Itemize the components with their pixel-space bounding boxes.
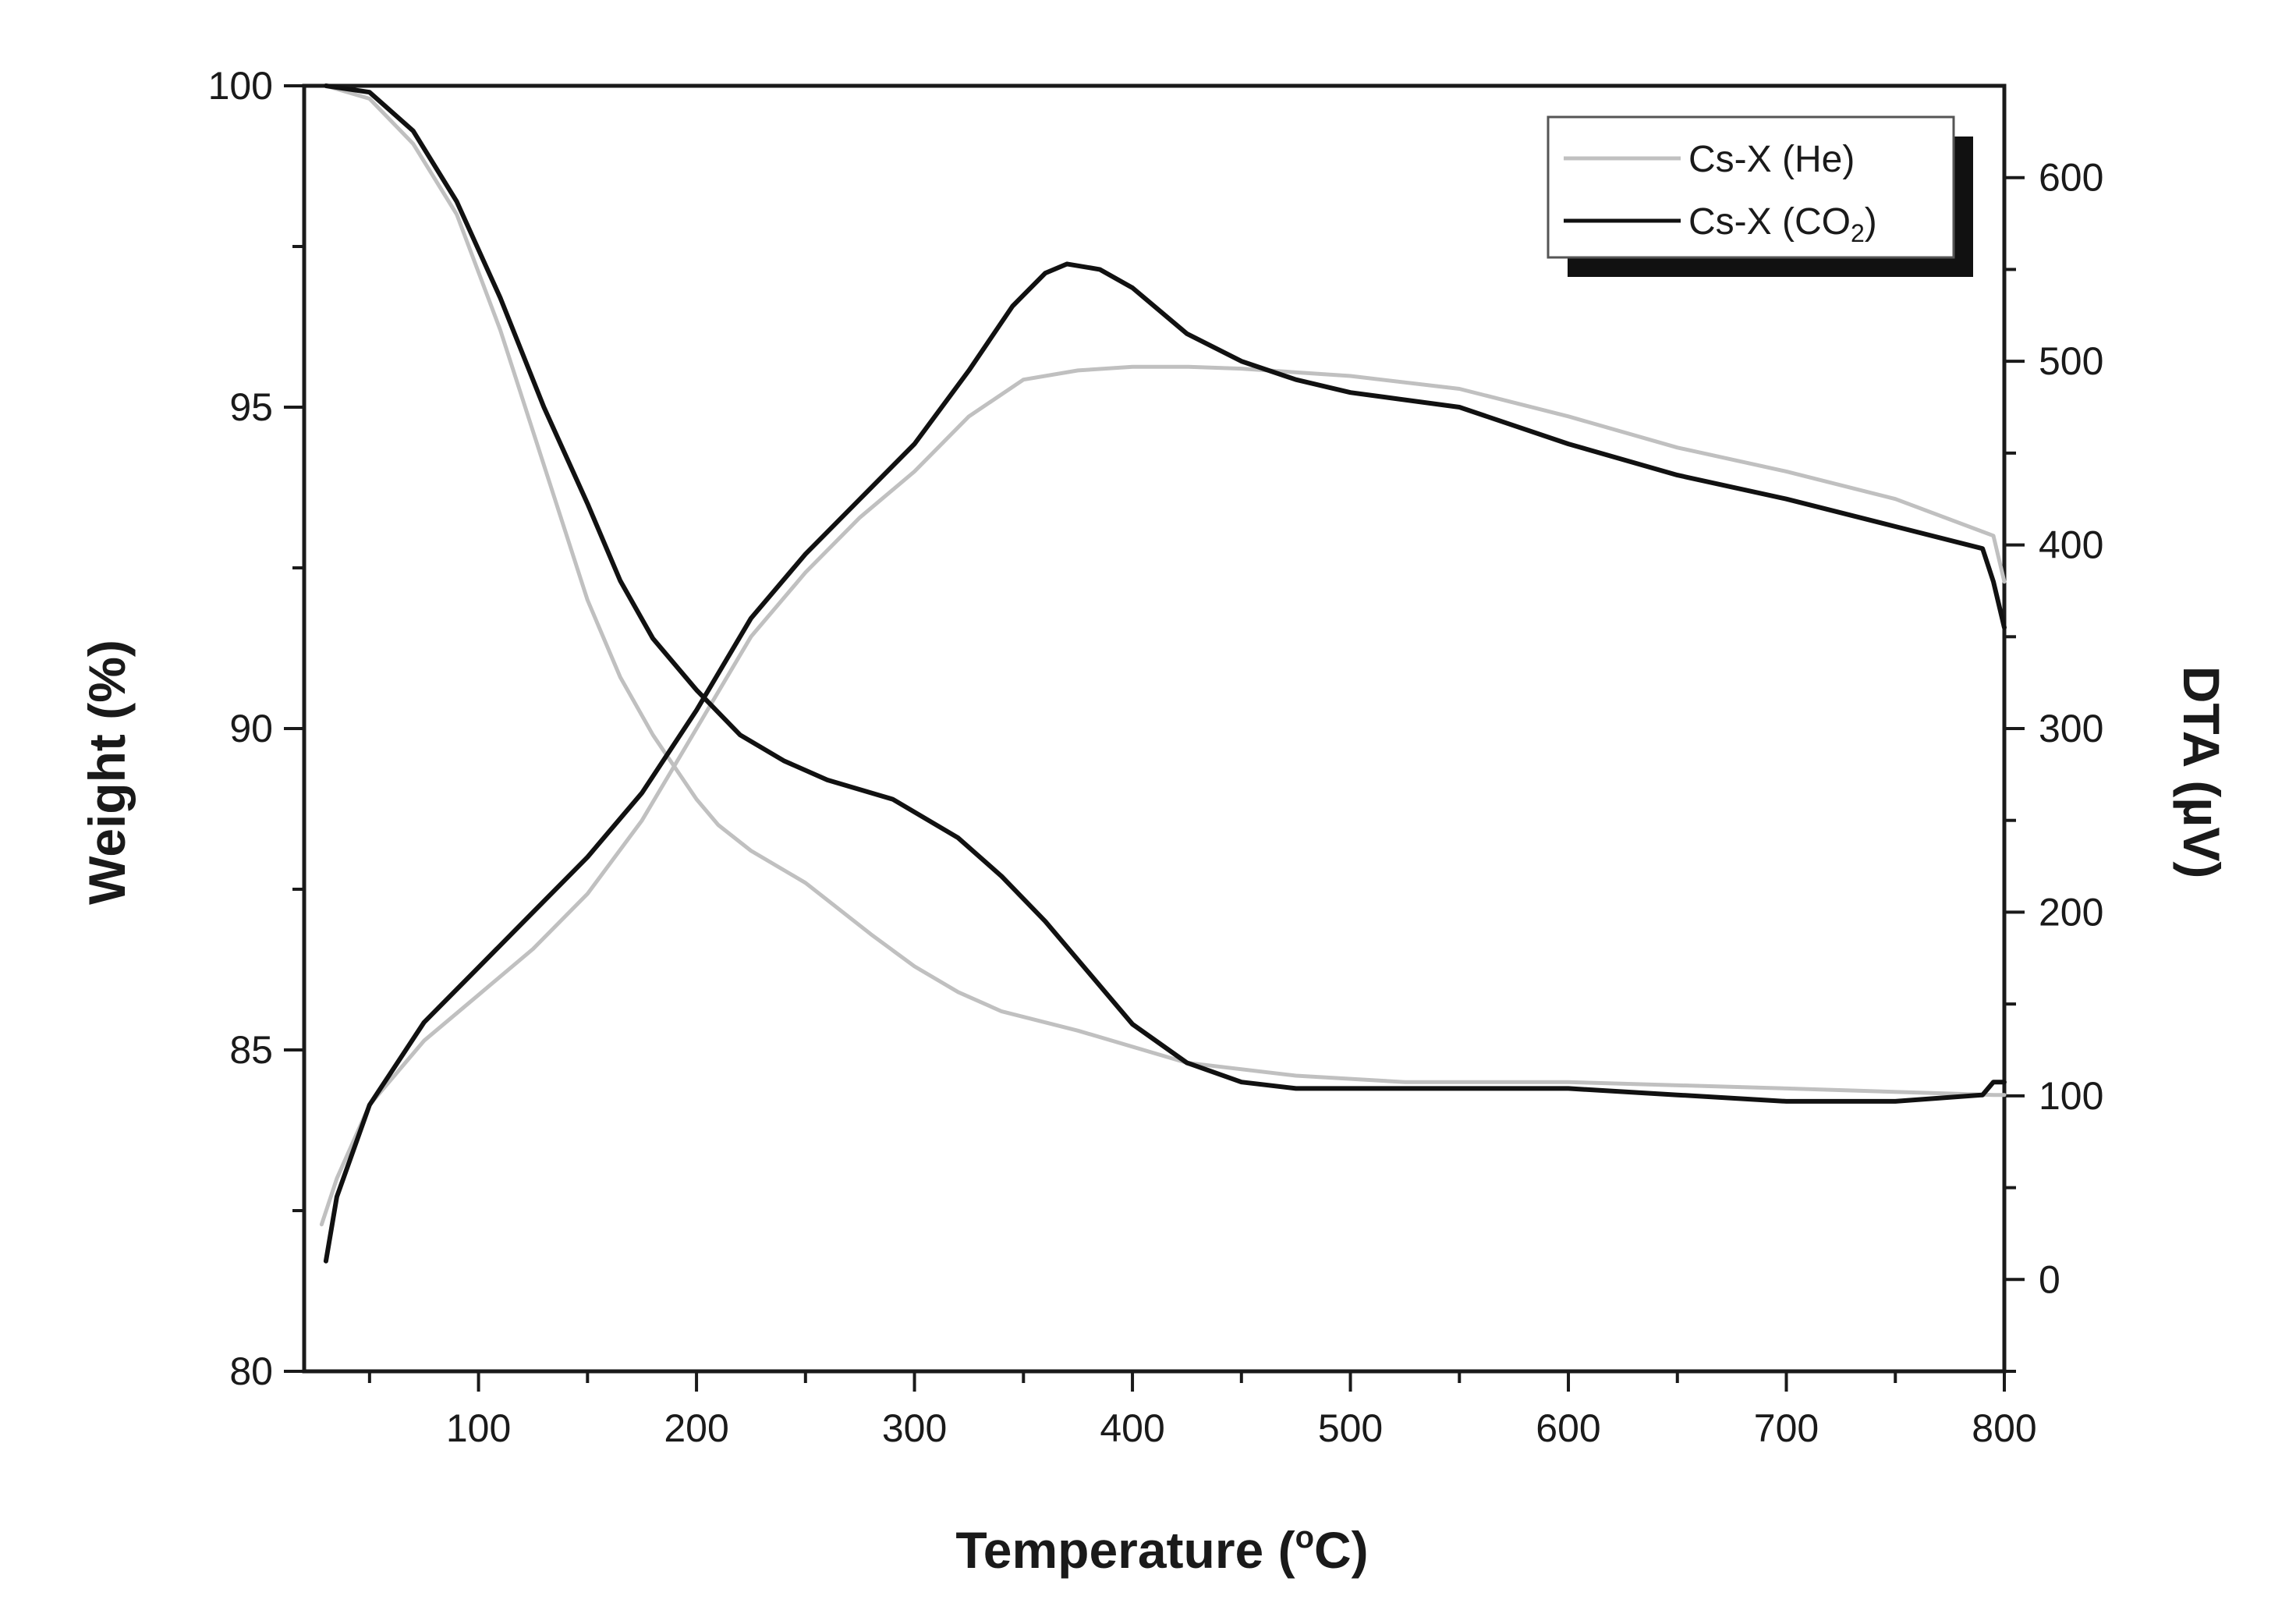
legend: Cs-X (He) Cs-X (CO2): [1547, 115, 1973, 277]
series-line-cs-x-he-weight: [324, 83, 2007, 1098]
series-line-cs-x-co2-dta: [323, 261, 2007, 1264]
plot-frame: [302, 83, 2007, 1374]
legend-label-co2-tail: ): [1865, 201, 1877, 243]
y-right-tick-label-600: 600: [2039, 156, 2103, 200]
y-left-tick-label-80: 80: [229, 1349, 273, 1393]
legend-label-he-main: Cs-X (He): [1688, 139, 1855, 180]
y-right-axis-title: DTA (µV): [2173, 666, 2230, 879]
x-tick-label-200: 200: [664, 1406, 728, 1450]
x-axis-title-degree: o: [1295, 1520, 1314, 1555]
plot-frame-group: [302, 83, 2007, 1374]
legend-label-co2-sub: 2: [1851, 219, 1865, 247]
series-line-cs-x-he-dta: [319, 364, 2007, 1227]
tick-labels-group: 100 200 300 400 500 600 700 800 80 85 90 95 100 0 100 2…: [208, 64, 2104, 1450]
y-left-tick-label-90: 90: [229, 707, 273, 750]
x-tick-label-400: 400: [1100, 1406, 1164, 1450]
y-right-tick-label-100: 100: [2039, 1074, 2103, 1118]
x-tick-label-700: 700: [1754, 1406, 1819, 1450]
x-tick-label-600: 600: [1536, 1406, 1600, 1450]
legend-label-he: Cs-X (He): [1688, 139, 1855, 180]
ticks-group: [284, 84, 2025, 1392]
x-axis-title-main: Temperature (: [955, 1521, 1295, 1579]
x-tick-label-500: 500: [1318, 1406, 1383, 1450]
legend-label-co2-main: Cs-X (CO: [1688, 201, 1851, 243]
y-right-tick-label-300: 300: [2039, 707, 2103, 750]
x-axis-title-unit: C): [1314, 1521, 1369, 1579]
y-left-tick-label-95: 95: [229, 385, 273, 429]
x-tick-label-800: 800: [1972, 1406, 2036, 1450]
y-right-tick-label-500: 500: [2039, 339, 2103, 383]
y-right-tick-label-0: 0: [2039, 1257, 2060, 1301]
legend-box: [1547, 115, 1955, 259]
legend-label-co2: Cs-X (CO2): [1688, 201, 1877, 247]
x-axis-title: Temperature (oC): [955, 1520, 1368, 1579]
y-left-axis-title: Weight (%): [78, 640, 136, 905]
series-line-cs-x-co2-weight: [323, 83, 2007, 1104]
y-right-tick-label-400: 400: [2039, 523, 2103, 567]
x-tick-label-300: 300: [882, 1406, 947, 1450]
y-right-tick-label-200: 200: [2039, 890, 2103, 934]
series-group: [319, 83, 2007, 1264]
y-left-tick-label-100: 100: [208, 64, 273, 108]
y-left-tick-label-85: 85: [229, 1028, 273, 1072]
x-tick-label-100: 100: [446, 1406, 511, 1450]
